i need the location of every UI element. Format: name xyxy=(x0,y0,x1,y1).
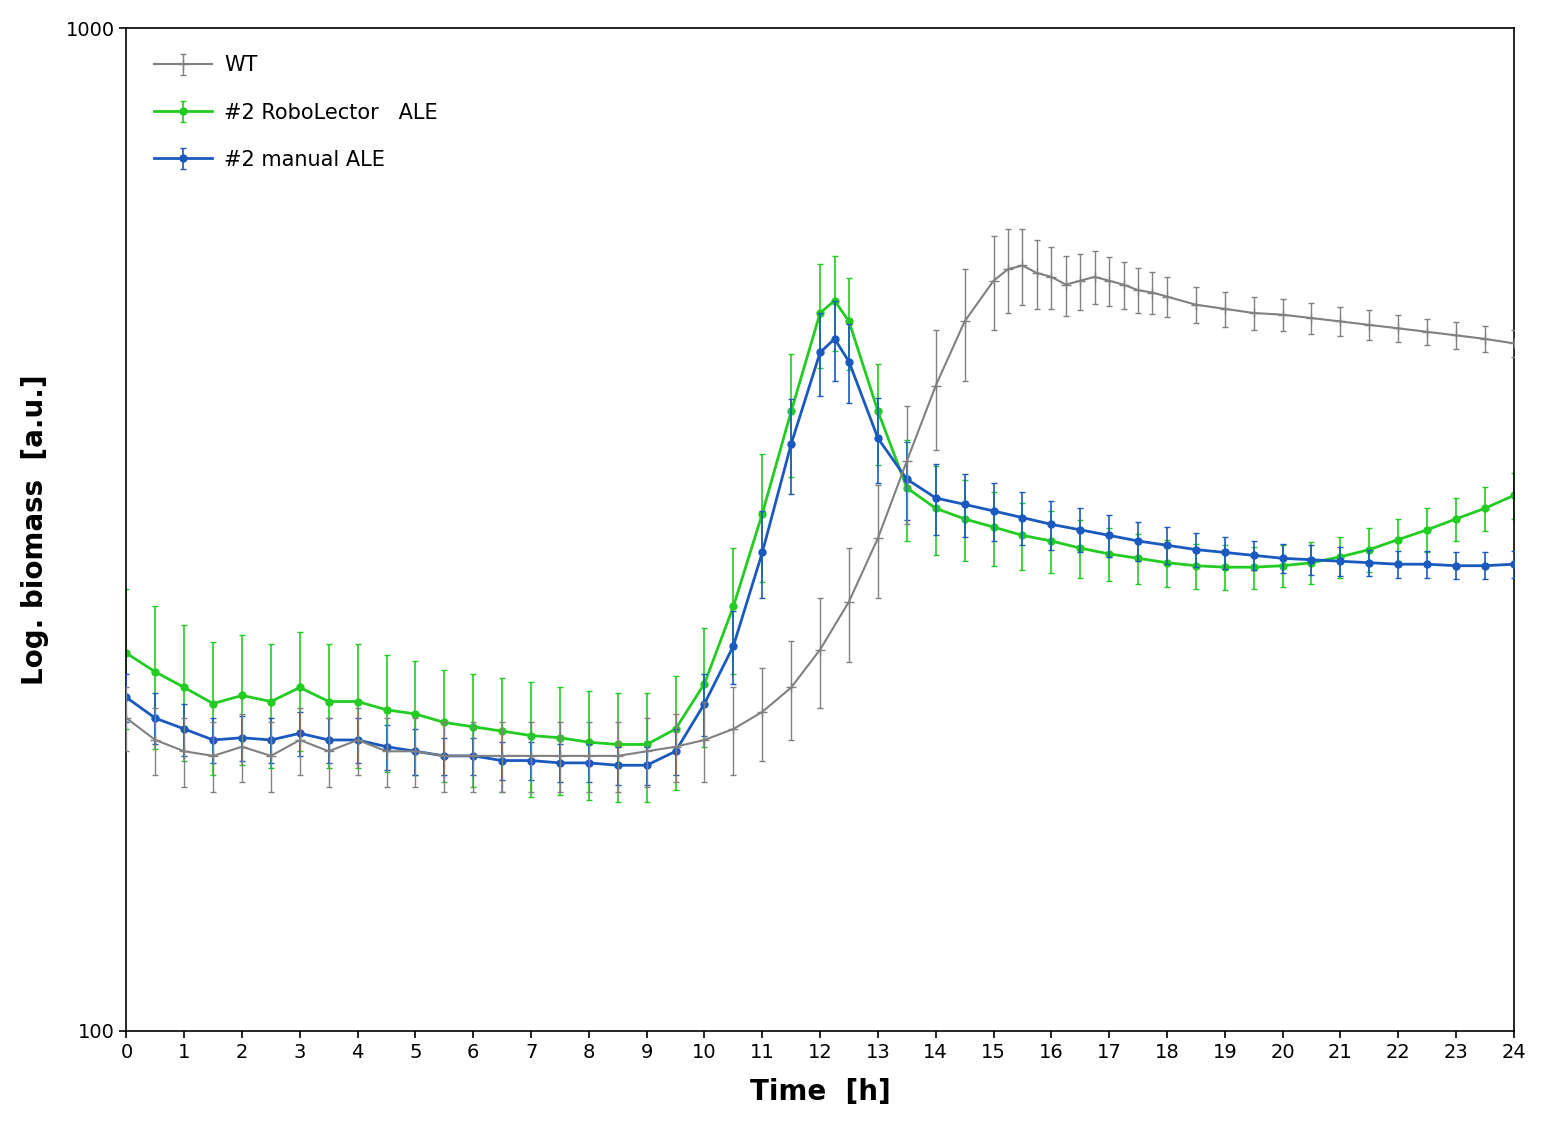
Y-axis label: Log. biomass  [a.u.]: Log. biomass [a.u.] xyxy=(20,374,50,685)
X-axis label: Time  [h]: Time [h] xyxy=(750,1079,891,1107)
Legend: WT, #2 RoboLector   ALE, #2 manual ALE: WT, #2 RoboLector ALE, #2 manual ALE xyxy=(136,38,455,186)
